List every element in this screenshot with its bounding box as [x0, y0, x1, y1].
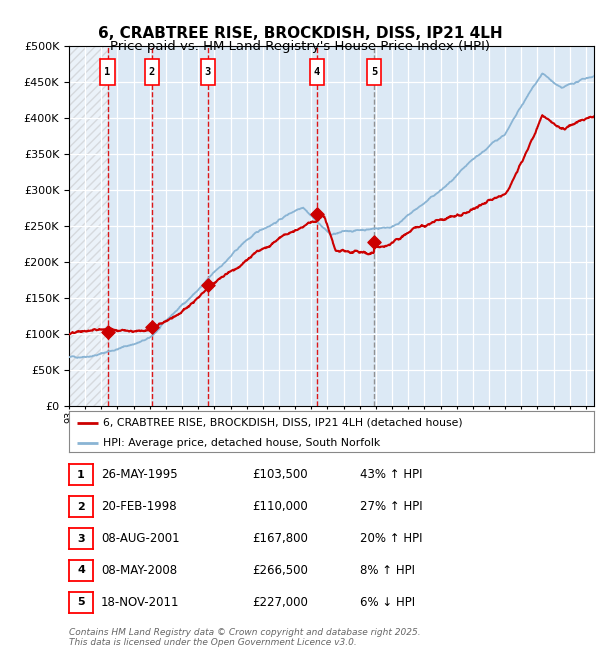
Text: 1: 1 — [104, 67, 111, 77]
Text: 5: 5 — [77, 597, 85, 607]
Text: 6, CRABTREE RISE, BROCKDISH, DISS, IP21 4LH (detached house): 6, CRABTREE RISE, BROCKDISH, DISS, IP21 … — [103, 418, 463, 428]
Text: 6, CRABTREE RISE, BROCKDISH, DISS, IP21 4LH: 6, CRABTREE RISE, BROCKDISH, DISS, IP21 … — [98, 26, 502, 41]
Text: 26-MAY-1995: 26-MAY-1995 — [101, 468, 178, 481]
Bar — [100, 59, 115, 85]
Point — [147, 322, 157, 332]
Text: HPI: Average price, detached house, South Norfolk: HPI: Average price, detached house, Sout… — [103, 438, 380, 448]
Text: 1: 1 — [77, 470, 85, 480]
Text: £227,000: £227,000 — [252, 595, 308, 608]
Text: 5: 5 — [371, 67, 377, 77]
Point — [203, 280, 213, 291]
Text: 4: 4 — [314, 67, 320, 77]
Bar — [200, 59, 215, 85]
Text: 3: 3 — [205, 67, 211, 77]
Text: 4: 4 — [77, 566, 85, 575]
Bar — [69, 46, 107, 406]
Text: 08-MAY-2008: 08-MAY-2008 — [101, 564, 177, 577]
Text: 6% ↓ HPI: 6% ↓ HPI — [360, 595, 415, 608]
Text: 20% ↑ HPI: 20% ↑ HPI — [360, 532, 422, 545]
Text: 8% ↑ HPI: 8% ↑ HPI — [360, 564, 415, 577]
Text: 18-NOV-2011: 18-NOV-2011 — [101, 595, 179, 608]
Text: £266,500: £266,500 — [252, 564, 308, 577]
Text: 2: 2 — [77, 502, 85, 512]
Text: Price paid vs. HM Land Registry's House Price Index (HPI): Price paid vs. HM Land Registry's House … — [110, 40, 490, 53]
Bar — [367, 59, 381, 85]
Text: Contains HM Land Registry data © Crown copyright and database right 2025.
This d: Contains HM Land Registry data © Crown c… — [69, 628, 421, 647]
Text: 2: 2 — [149, 67, 155, 77]
Point — [369, 237, 379, 248]
Point — [103, 326, 112, 337]
Point — [313, 209, 322, 219]
Text: £110,000: £110,000 — [252, 500, 308, 514]
Bar — [145, 59, 159, 85]
Text: 3: 3 — [77, 534, 85, 543]
Text: £167,800: £167,800 — [252, 532, 308, 545]
Text: 08-AUG-2001: 08-AUG-2001 — [101, 532, 179, 545]
Text: 43% ↑ HPI: 43% ↑ HPI — [360, 468, 422, 481]
Text: 20-FEB-1998: 20-FEB-1998 — [101, 500, 176, 514]
Text: £103,500: £103,500 — [252, 468, 308, 481]
Text: 27% ↑ HPI: 27% ↑ HPI — [360, 500, 422, 514]
Bar — [310, 59, 325, 85]
